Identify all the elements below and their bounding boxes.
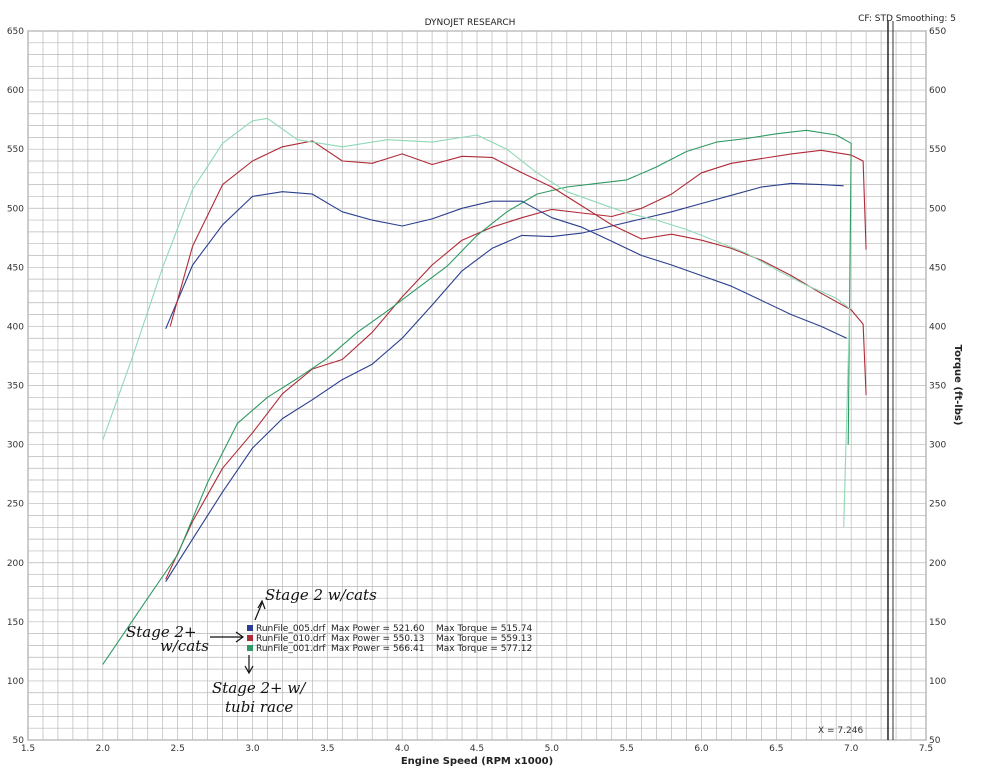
y-tick-label-left: 150 — [7, 618, 24, 628]
x-tick-label: 4.0 — [395, 744, 410, 754]
y-tick-label-right: 550 — [929, 145, 946, 155]
legend-file-3: RunFile_001.drf — [256, 644, 326, 654]
x-tick-label: 6.5 — [769, 744, 783, 754]
note-arrow-stage2 — [254, 602, 263, 621]
x-tick-label: 1.5 — [21, 744, 35, 754]
y-tick-label-right: 50 — [929, 736, 941, 746]
y-tick-label-left: 550 — [7, 145, 24, 155]
note-stage2-wcats: Stage 2 w/cats — [265, 586, 377, 604]
y-tick-label-left: 350 — [7, 382, 24, 392]
note-stage2plus: Stage 2+ — [126, 623, 197, 641]
y-tick-label-right: 350 — [929, 382, 946, 392]
y-tick-label-left: 50 — [13, 736, 25, 746]
y-tick-label-left: 500 — [7, 204, 24, 214]
x-tick-label: 2.5 — [171, 744, 185, 754]
y-tick-label-left: 450 — [7, 263, 24, 273]
x-tick-label: 5.0 — [545, 744, 560, 754]
x-tick-label: 6.0 — [694, 744, 709, 754]
x-tick-label: 5.5 — [620, 744, 634, 754]
note-tubi-race: tubi race — [225, 698, 293, 716]
y-tick-label-right: 400 — [929, 322, 946, 332]
y-tick-label-left: 250 — [7, 500, 24, 510]
legend-swatch-red — [247, 635, 253, 641]
note-stage2plus-w: Stage 2+ w/ — [212, 679, 307, 697]
y-tick-label-right: 600 — [929, 86, 946, 96]
settings-label: CF: STD Smoothing: 5 — [858, 14, 956, 24]
legend-power-3: Max Power = 566.41 — [331, 644, 424, 654]
tick-labels: 1.5 2.0 2.5 3.0 3.5 4.0 4.5 5.0 5.5 6.0 6.5 7.0 7.55… — [7, 27, 947, 754]
series-line-torque — [165, 191, 847, 339]
legend-power-2: Max Power = 550.13 — [331, 634, 424, 644]
y-tick-label-right: 100 — [929, 677, 946, 687]
legend: RunFile_005.drf Max Power = 521.60 Max T… — [247, 624, 532, 654]
y-tick-label-right: 500 — [929, 204, 946, 214]
note-arrowhead-stage2plus — [235, 631, 245, 643]
x-tick-label: 2.0 — [96, 744, 111, 754]
legend-torque-3: Max Torque = 577.12 — [436, 644, 532, 654]
x-tick-label: 4.5 — [470, 744, 484, 754]
series-line-power — [102, 129, 852, 665]
y-tick-label-left: 100 — [7, 677, 24, 687]
y-tick-label-right: 300 — [929, 441, 946, 451]
y-tick-label-left: 300 — [7, 441, 24, 451]
series-line-power — [165, 149, 867, 580]
y-tick-label-left: 600 — [7, 86, 24, 96]
y-tick-label-right: 150 — [929, 618, 946, 628]
x-tick-label: 7.0 — [844, 744, 859, 754]
y-tick-label-right: 650 — [929, 27, 946, 37]
chart-title: DYNOJET RESEARCH — [425, 18, 516, 28]
note-arrowhead-stage2 — [257, 599, 266, 610]
legend-file-2: RunFile_010.drf — [256, 634, 326, 644]
y-tick-label-left: 200 — [7, 559, 24, 569]
note-wcats: w/cats — [160, 637, 209, 655]
y-tick-label-right: 450 — [929, 263, 946, 273]
legend-torque-2: Max Torque = 559.13 — [436, 634, 532, 644]
legend-swatch-green — [247, 645, 253, 651]
x-axis-label: Engine Speed (RPM x1000) — [401, 756, 553, 767]
cursor-readout: X = 7.246 — [818, 726, 863, 736]
y-tick-label-left: 400 — [7, 322, 24, 332]
series-line-torque — [169, 140, 867, 396]
x-tick-label: 3.0 — [245, 744, 260, 754]
y-tick-label-right: 200 — [929, 559, 946, 569]
y-axis-label-right: Torque (ft-lbs) — [952, 345, 963, 426]
series-line-power — [165, 182, 844, 582]
legend-swatch-blue — [247, 625, 253, 631]
legend-power-1: Max Power = 521.60 — [331, 624, 425, 634]
y-tick-label-right: 250 — [929, 500, 946, 510]
legend-file-1: RunFile_005.drf — [256, 624, 326, 634]
series-lines — [102, 117, 867, 665]
y-tick-label-left: 650 — [7, 27, 24, 37]
note-arrowhead-tubi — [244, 665, 254, 675]
x-tick-label: 3.5 — [320, 744, 334, 754]
legend-torque-1: Max Torque = 515.74 — [436, 624, 532, 634]
handwritten-notes — [210, 599, 266, 675]
x-tick-label: 7.5 — [919, 744, 933, 754]
series-line-torque — [102, 117, 851, 528]
